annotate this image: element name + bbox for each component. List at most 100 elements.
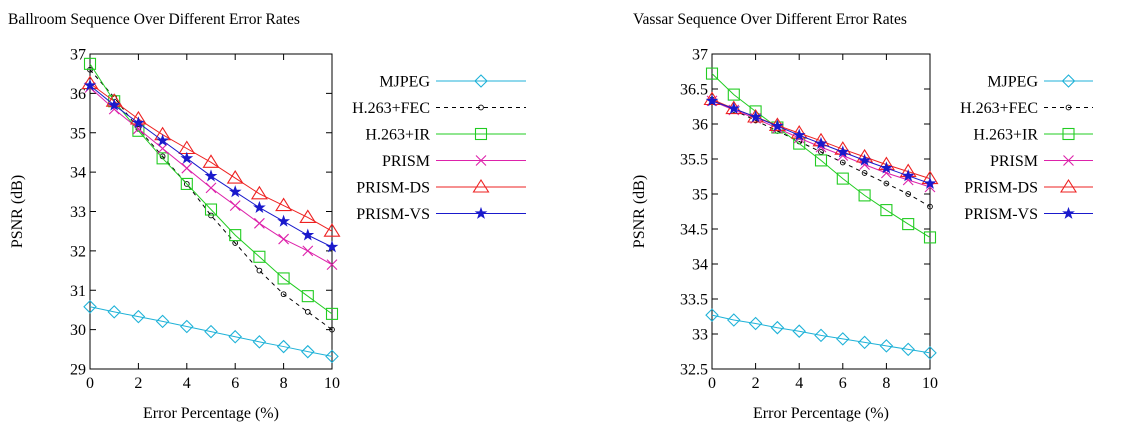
data-point bbox=[132, 116, 145, 129]
legend-label: H.263+FEC bbox=[960, 100, 1038, 117]
chart-1: Ballroom Sequence Over Different Error R… bbox=[8, 11, 526, 422]
series-h-263-ir bbox=[705, 67, 937, 244]
y-tick-label: 37 bbox=[70, 47, 86, 64]
data-point bbox=[880, 161, 893, 174]
data-point bbox=[703, 91, 721, 106]
data-point bbox=[302, 245, 314, 257]
y-tick-label: 35.5 bbox=[680, 152, 708, 169]
data-point bbox=[880, 204, 893, 217]
series-prism-vs bbox=[705, 94, 937, 189]
data-point bbox=[278, 233, 289, 245]
data-point bbox=[814, 136, 828, 150]
data-point bbox=[883, 180, 890, 187]
data-point bbox=[156, 152, 169, 165]
data-point bbox=[727, 313, 741, 327]
data-point bbox=[250, 185, 268, 200]
data-point bbox=[180, 319, 194, 334]
series-line-mjpeg bbox=[89, 306, 333, 357]
legend-marker bbox=[1061, 74, 1076, 88]
series-h-263-ir bbox=[83, 57, 339, 320]
data-point bbox=[301, 228, 315, 241]
data-point bbox=[923, 231, 937, 244]
data-point bbox=[923, 346, 937, 360]
y-tick-label: 36 bbox=[692, 117, 708, 134]
data-point bbox=[705, 67, 719, 80]
data-point bbox=[204, 169, 218, 182]
data-point bbox=[326, 259, 338, 271]
legend-label: PRISM bbox=[990, 153, 1038, 170]
x-tick-label: 10 bbox=[922, 375, 938, 392]
data-point bbox=[901, 169, 915, 182]
data-point bbox=[204, 203, 218, 216]
y-tick-label: 34.5 bbox=[680, 222, 708, 239]
y-tick-label: 34 bbox=[692, 257, 708, 274]
legend-label: MJPEG bbox=[379, 74, 430, 91]
data-point bbox=[329, 326, 335, 333]
legend-marker bbox=[1060, 178, 1077, 193]
legend-entry-prism-ds: PRISM-DS bbox=[964, 178, 1093, 197]
data-point bbox=[301, 290, 314, 303]
legend-marker bbox=[474, 206, 488, 219]
data-point bbox=[83, 300, 97, 314]
legend-marker bbox=[472, 178, 490, 193]
y-tick-label: 33 bbox=[692, 327, 708, 344]
data-point bbox=[107, 98, 121, 111]
x-axis-label: Error Percentage (%) bbox=[143, 405, 279, 422]
data-point bbox=[771, 119, 784, 132]
data-point bbox=[879, 339, 894, 353]
legend-entry-h-263-fec: H.263+FEC bbox=[960, 100, 1093, 117]
y-axis-label: PSNR (dB) bbox=[9, 175, 26, 248]
data-point bbox=[181, 162, 193, 174]
legend-marker bbox=[1063, 155, 1074, 166]
legend-marker bbox=[1065, 104, 1072, 111]
legend-marker bbox=[474, 74, 488, 88]
chart-title: Ballroom Sequence Over Different Error R… bbox=[8, 11, 300, 28]
legend-entry-h-263-ir: H.263+IR bbox=[973, 127, 1093, 144]
legend-marker bbox=[474, 127, 488, 141]
data-point bbox=[858, 153, 871, 166]
y-tick-label: 29 bbox=[70, 362, 86, 379]
series-line-mjpeg bbox=[711, 314, 931, 354]
data-point bbox=[814, 328, 828, 343]
data-point bbox=[253, 200, 266, 213]
data-point bbox=[256, 267, 263, 274]
y-tick-label: 35 bbox=[692, 187, 708, 204]
legend-label: H.263+IR bbox=[365, 127, 430, 144]
data-point bbox=[183, 181, 190, 187]
data-point bbox=[861, 170, 868, 176]
legend-entry-mjpeg: MJPEG bbox=[987, 74, 1093, 91]
y-tick-label: 32 bbox=[70, 243, 86, 260]
x-tick-label: 6 bbox=[839, 375, 847, 392]
data-point bbox=[705, 308, 719, 322]
data-point bbox=[325, 307, 339, 320]
series-prism-ds bbox=[81, 75, 341, 237]
series-mjpeg bbox=[705, 308, 937, 360]
data-point bbox=[254, 217, 265, 229]
y-tick-label: 30 bbox=[70, 322, 86, 339]
data-point bbox=[325, 349, 339, 364]
data-point bbox=[277, 272, 290, 285]
y-tick-label: 35 bbox=[70, 125, 86, 142]
y-tick-label: 37 bbox=[692, 47, 708, 64]
series-line-h-263-fec bbox=[711, 99, 931, 208]
data-point bbox=[204, 324, 218, 339]
series-line-h-263-ir bbox=[711, 73, 931, 238]
data-point bbox=[226, 169, 244, 184]
data-point bbox=[836, 332, 850, 346]
legend-entry-h-263-fec: H.263+FEC bbox=[352, 100, 526, 117]
data-point bbox=[229, 200, 241, 211]
data-point bbox=[770, 320, 785, 335]
x-tick-label: 0 bbox=[86, 375, 94, 392]
series-mjpeg bbox=[83, 300, 339, 364]
series-line-h-263-fec bbox=[89, 69, 333, 331]
data-point bbox=[839, 159, 846, 166]
legend-entry-h-263-ir: H.263+IR bbox=[365, 127, 526, 144]
data-point bbox=[749, 110, 762, 123]
legend-label: H.263+FEC bbox=[352, 100, 430, 117]
data-point bbox=[836, 145, 850, 158]
y-tick-label: 31 bbox=[70, 283, 86, 300]
data-point bbox=[228, 329, 242, 344]
chart-title: Vassar Sequence Over Different Error Rat… bbox=[633, 11, 907, 28]
data-point bbox=[252, 335, 267, 349]
